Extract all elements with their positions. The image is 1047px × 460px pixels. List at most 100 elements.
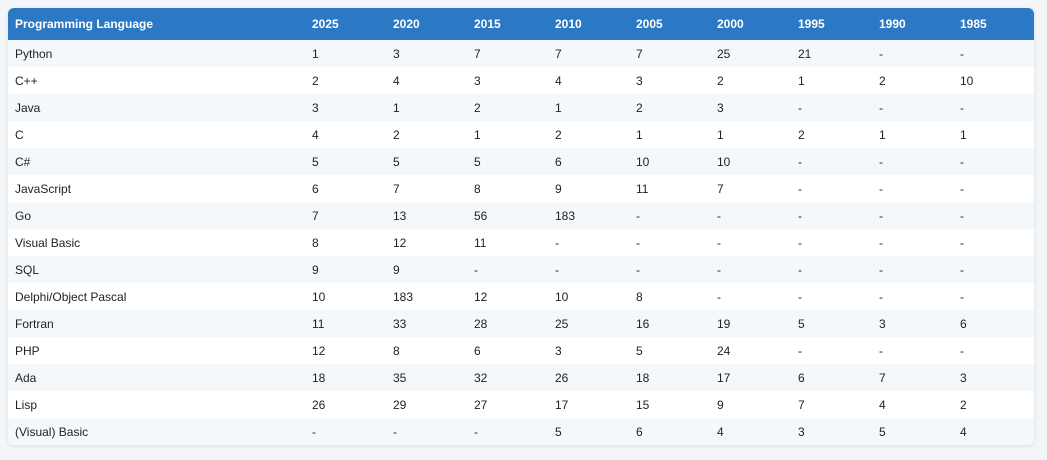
- rank-cell: 3: [555, 343, 562, 358]
- rank-cell: 29: [393, 397, 407, 412]
- rank-cell: 33: [393, 316, 407, 331]
- table-body: Python 1 3 7 7 7 25 21- - C++ 2 4 3 4 3 2 1 2 10 Java 3 1 2 1 2 3…: [8, 40, 1034, 445]
- rank-cell: 4: [312, 127, 319, 142]
- rank-cell: 26: [312, 397, 326, 412]
- rank-cell: 9: [312, 262, 319, 277]
- language-name-cell: Visual Basic: [15, 235, 81, 250]
- rank-cell: 8: [636, 289, 643, 304]
- rank-cell: 5: [312, 154, 319, 169]
- table-row: SQL 9 9 - - - - - - -: [8, 256, 1034, 283]
- table-row: Python 1 3 7 7 7 25 21 - -: [8, 40, 1034, 67]
- language-name-cell: Lisp: [15, 397, 38, 412]
- rank-cell: -: [879, 343, 883, 358]
- language-name-cell: PHP: [15, 343, 40, 358]
- rank-cell: 5: [555, 424, 562, 439]
- rank-cell: -: [636, 235, 640, 250]
- rank-cell: 2: [879, 73, 886, 88]
- rank-cell: 26: [555, 370, 569, 385]
- rank-cell: -: [393, 424, 397, 439]
- rank-cell: 10: [555, 289, 569, 304]
- rank-cell: -: [879, 235, 883, 250]
- rank-cell: -: [798, 154, 802, 169]
- rank-cell: -: [798, 289, 802, 304]
- table-row: Lisp 26 29 27 17 15 9 7 4 2: [8, 391, 1034, 418]
- language-name-cell: Java: [15, 100, 41, 115]
- rank-cell: 3: [798, 424, 805, 439]
- rank-cell: 25: [555, 316, 569, 331]
- rank-cell: 10: [717, 154, 731, 169]
- rank-cell: 10: [960, 73, 974, 88]
- table-row: Go 7 13 56 183 - - - - -: [8, 202, 1034, 229]
- rank-cell: -: [798, 181, 802, 196]
- rank-cell: 6: [798, 370, 805, 385]
- column-header-year-2025: 2025: [312, 17, 339, 31]
- rank-cell: 5: [798, 316, 805, 331]
- column-header-year-2015: 2015: [474, 17, 501, 31]
- language-name-cell: Delphi/Object Pascal: [15, 289, 127, 304]
- table-row: Java 3 1 2 1 2 3 - - -: [8, 94, 1034, 121]
- rank-cell: -: [636, 208, 640, 223]
- rank-cell: 56: [474, 208, 488, 223]
- rank-cell: 24: [717, 343, 731, 358]
- rank-cell: -: [474, 424, 478, 439]
- rank-cell: 4: [393, 73, 400, 88]
- column-header-year-2005: 2005: [636, 17, 663, 31]
- rank-cell: 32: [474, 370, 488, 385]
- language-name-cell: C++: [15, 73, 38, 88]
- rank-cell: -: [960, 208, 964, 223]
- table-row: (Visual) Basic - - - 5 6 4 3 5 4: [8, 418, 1034, 445]
- rank-cell: 3: [717, 100, 724, 115]
- rank-cell: 7: [879, 370, 886, 385]
- language-name-cell: C: [15, 127, 24, 142]
- rank-cell: 4: [555, 73, 562, 88]
- rank-cell: 183: [393, 289, 414, 304]
- rank-cell: -: [879, 154, 883, 169]
- table-row: C++ 2 4 3 4 3 2 1 2 10: [8, 67, 1034, 94]
- language-name-cell: JavaScript: [15, 181, 72, 196]
- rank-cell: 27: [474, 397, 488, 412]
- column-header-year-1995: 1995: [798, 17, 825, 31]
- rank-cell: 3: [393, 46, 400, 61]
- rank-cell: 6: [960, 316, 967, 331]
- rank-cell: 1: [717, 127, 724, 142]
- rank-cell: 2: [798, 127, 805, 142]
- rank-cell: -: [636, 262, 640, 277]
- rank-cell: 12: [393, 235, 407, 250]
- rank-cell: 1: [636, 127, 643, 142]
- rank-cell: 2: [636, 100, 643, 115]
- rank-cell: 5: [393, 154, 400, 169]
- rank-cell: -: [879, 208, 883, 223]
- rank-cell: -: [798, 343, 802, 358]
- table-row: C 4 2 1 2 1 1 2 1 1: [8, 121, 1034, 148]
- language-name-cell: SQL: [15, 262, 40, 277]
- rank-cell: 7: [474, 46, 481, 61]
- rank-cell: -: [960, 235, 964, 250]
- rank-cell: 21: [798, 46, 812, 61]
- column-header-year-2020: 2020: [393, 17, 420, 31]
- language-name-cell: Go: [15, 208, 32, 223]
- rank-cell: 7: [636, 46, 643, 61]
- rank-cell: 8: [393, 343, 400, 358]
- rank-cell: 6: [474, 343, 481, 358]
- table-header-row: Programming Language 2025 2020 2015 2010 2005…: [8, 8, 1034, 40]
- rank-cell: 1: [474, 127, 481, 142]
- rank-cell: 5: [474, 154, 481, 169]
- rank-cell: 7: [798, 397, 805, 412]
- rank-cell: -: [555, 262, 559, 277]
- rank-cell: 9: [555, 181, 562, 196]
- rank-cell: 3: [312, 100, 319, 115]
- rank-cell: 1: [312, 46, 319, 61]
- rank-cell: -: [879, 289, 883, 304]
- rank-cell: 12: [312, 343, 326, 358]
- rank-cell: 6: [555, 154, 562, 169]
- rank-cell: 2: [393, 127, 400, 142]
- rank-cell: -: [960, 46, 964, 61]
- rank-cell: 13: [393, 208, 407, 223]
- rank-cell: 17: [555, 397, 569, 412]
- column-header-language: Programming Language: [15, 17, 154, 31]
- rank-cell: -: [717, 262, 721, 277]
- table-row: Visual Basic 8 12 11 - - - - - -: [8, 229, 1034, 256]
- rank-cell: -: [879, 181, 883, 196]
- rank-cell: 18: [636, 370, 650, 385]
- rank-cell: 4: [717, 424, 724, 439]
